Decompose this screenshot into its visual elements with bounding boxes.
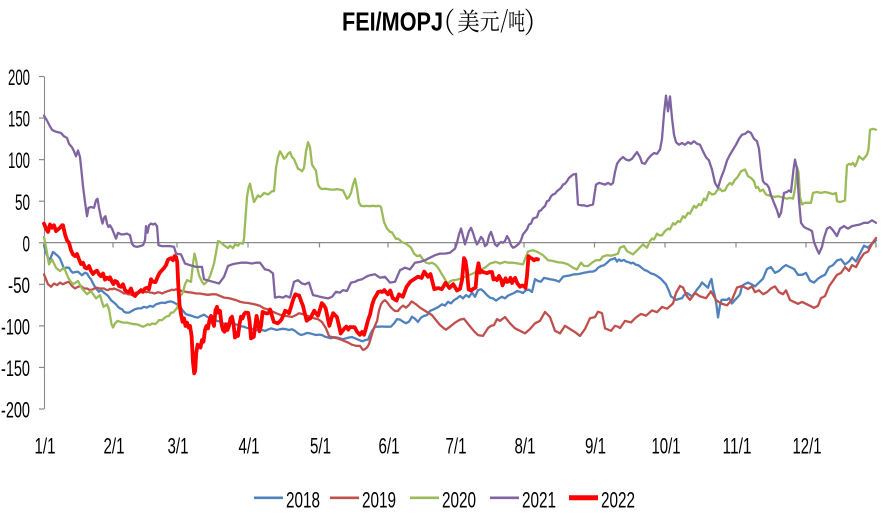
svg-text:11/1: 11/1 <box>723 434 752 459</box>
svg-text:0: 0 <box>23 231 31 256</box>
svg-text:-200: -200 <box>1 398 30 423</box>
svg-text:-150: -150 <box>1 356 30 381</box>
svg-text:50: 50 <box>15 190 30 215</box>
svg-text:3/1: 3/1 <box>168 434 189 459</box>
svg-text:2020: 2020 <box>442 488 476 513</box>
svg-text:6/1: 6/1 <box>379 434 400 459</box>
svg-text:5/1: 5/1 <box>310 434 331 459</box>
svg-text:9/1: 9/1 <box>585 434 606 459</box>
svg-text:8/1: 8/1 <box>515 434 536 459</box>
svg-text:2019: 2019 <box>362 488 396 513</box>
svg-text:150: 150 <box>8 107 30 132</box>
svg-text:200: 200 <box>8 65 30 90</box>
svg-text:10/1: 10/1 <box>652 434 681 459</box>
svg-text:1/1: 1/1 <box>35 434 56 459</box>
svg-text:-100: -100 <box>1 314 30 339</box>
svg-text:100: 100 <box>8 148 30 173</box>
svg-text:4/1: 4/1 <box>239 434 260 459</box>
svg-text:2022: 2022 <box>601 488 635 513</box>
svg-text:12/1: 12/1 <box>793 434 822 459</box>
svg-text:2021: 2021 <box>522 488 556 513</box>
svg-text:2018: 2018 <box>286 488 320 513</box>
svg-text:2/1: 2/1 <box>104 434 125 459</box>
svg-text:7/1: 7/1 <box>446 434 467 459</box>
svg-text:FEI/MOPJ: FEI/MOPJ <box>342 7 443 37</box>
svg-text:-50: -50 <box>8 273 30 298</box>
